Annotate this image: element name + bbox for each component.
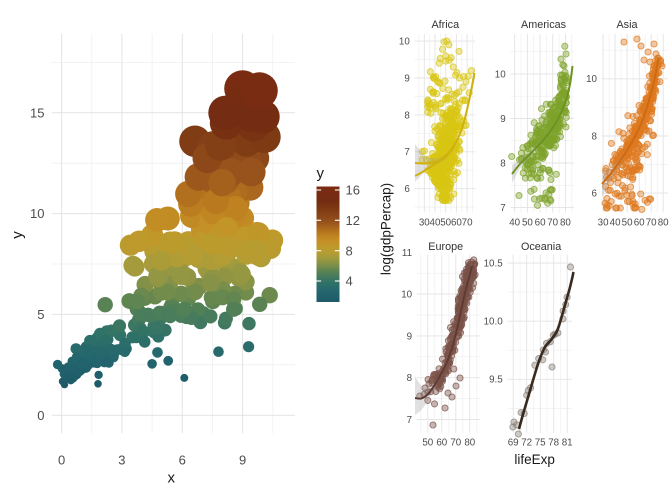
- svg-text:Oceania: Oceania: [521, 241, 561, 253]
- svg-text:Asia: Asia: [616, 19, 637, 31]
- svg-text:10: 10: [495, 69, 506, 80]
- svg-text:y: y: [317, 165, 325, 182]
- svg-text:8: 8: [500, 158, 506, 169]
- svg-text:6: 6: [179, 453, 186, 468]
- svg-text:3: 3: [118, 453, 125, 468]
- svg-text:40: 40: [430, 217, 441, 228]
- svg-text:10: 10: [586, 74, 597, 85]
- svg-text:60: 60: [436, 437, 447, 448]
- svg-text:70: 70: [462, 217, 473, 228]
- svg-text:0: 0: [37, 408, 44, 423]
- svg-text:9: 9: [239, 453, 246, 468]
- svg-text:lifeExp: lifeExp: [514, 452, 555, 467]
- svg-text:10.5: 10.5: [484, 259, 504, 270]
- svg-text:50: 50: [440, 217, 451, 228]
- svg-text:60: 60: [535, 217, 546, 228]
- svg-text:30: 30: [598, 217, 609, 228]
- svg-text:Americas: Americas: [521, 19, 567, 31]
- svg-text:8: 8: [346, 243, 353, 258]
- svg-text:50: 50: [622, 217, 633, 228]
- svg-text:9: 9: [404, 73, 409, 84]
- svg-text:80: 80: [560, 217, 571, 228]
- svg-text:Africa: Africa: [431, 19, 459, 31]
- svg-text:40: 40: [610, 217, 621, 228]
- svg-text:7: 7: [404, 147, 409, 158]
- svg-text:9: 9: [407, 331, 412, 342]
- svg-text:8: 8: [407, 373, 413, 384]
- svg-text:80: 80: [464, 437, 475, 448]
- svg-text:8: 8: [592, 131, 598, 142]
- svg-text:9: 9: [500, 114, 505, 125]
- svg-text:log(gdpPercap): log(gdpPercap): [379, 183, 394, 275]
- svg-text:y: y: [9, 231, 26, 239]
- svg-text:80: 80: [658, 217, 669, 228]
- svg-text:60: 60: [634, 217, 645, 228]
- svg-text:7: 7: [407, 415, 412, 426]
- svg-text:12: 12: [346, 213, 360, 228]
- svg-text:16: 16: [346, 183, 360, 198]
- svg-text:6: 6: [592, 189, 598, 200]
- svg-text:10.0: 10.0: [484, 317, 504, 328]
- svg-text:11: 11: [402, 248, 412, 259]
- svg-text:75: 75: [535, 437, 546, 448]
- svg-text:9.5: 9.5: [489, 375, 503, 386]
- svg-text:4: 4: [346, 274, 353, 289]
- svg-text:7: 7: [500, 203, 505, 214]
- svg-text:15: 15: [30, 105, 44, 120]
- svg-text:Europe: Europe: [428, 241, 463, 253]
- svg-text:70: 70: [547, 217, 558, 228]
- svg-text:69: 69: [508, 437, 519, 448]
- svg-text:10: 10: [401, 290, 412, 301]
- svg-text:30: 30: [419, 217, 430, 228]
- svg-text:78: 78: [548, 437, 559, 448]
- svg-text:10: 10: [399, 37, 410, 48]
- svg-text:70: 70: [646, 217, 657, 228]
- svg-text:60: 60: [451, 217, 462, 228]
- svg-text:72: 72: [521, 437, 532, 448]
- svg-text:81: 81: [562, 437, 573, 448]
- svg-text:70: 70: [450, 437, 461, 448]
- svg-text:x: x: [168, 470, 176, 487]
- svg-text:0: 0: [58, 453, 65, 468]
- svg-text:5: 5: [37, 307, 44, 322]
- svg-text:8: 8: [404, 110, 410, 121]
- svg-text:50: 50: [422, 437, 433, 448]
- svg-text:40: 40: [509, 217, 520, 228]
- svg-text:6: 6: [404, 184, 410, 195]
- svg-text:50: 50: [522, 217, 533, 228]
- svg-text:10: 10: [30, 206, 44, 221]
